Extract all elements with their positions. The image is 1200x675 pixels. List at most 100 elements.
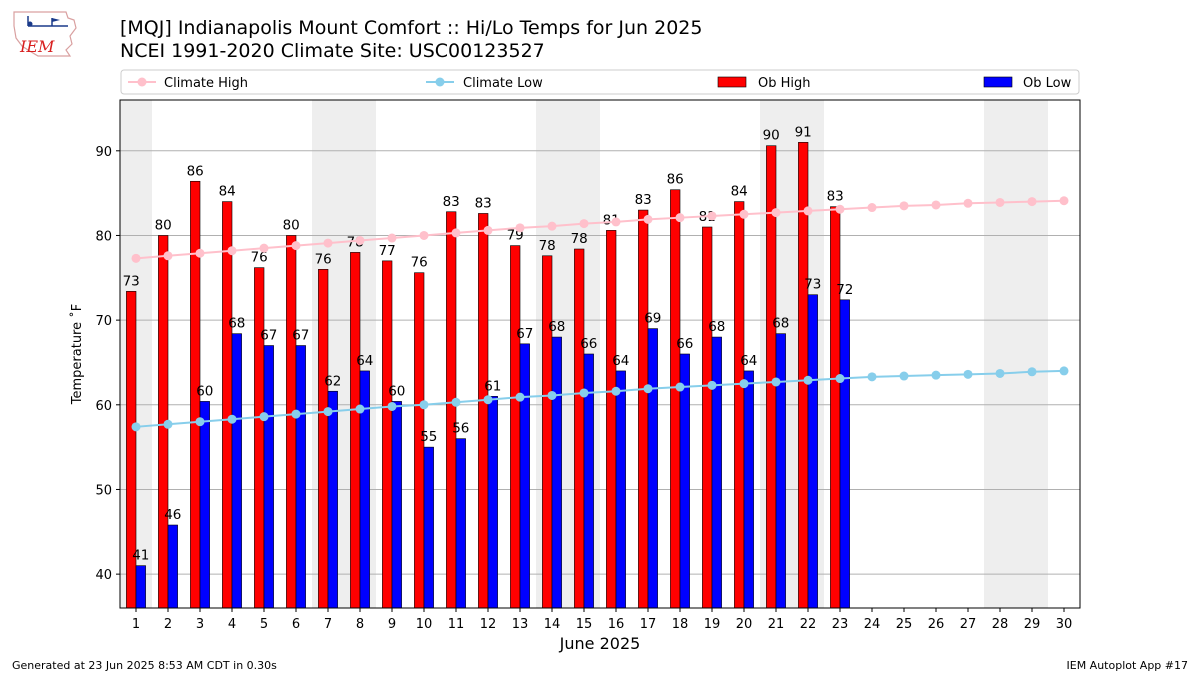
- ob-high-label: 84: [731, 184, 748, 200]
- ob-low-label: 62: [324, 373, 341, 389]
- ob-high-bar: [542, 255, 553, 609]
- ob-high-bar: [638, 209, 649, 609]
- ob-low-label: 66: [580, 336, 597, 352]
- climate-low-point: [483, 395, 493, 405]
- climate-high-point: [771, 208, 781, 218]
- ob-low-label: 72: [836, 282, 853, 298]
- ob-low-bar: [263, 345, 274, 609]
- x-tick-label: 23: [832, 617, 849, 632]
- legend-bar-swatch: [717, 76, 747, 88]
- legend-label: Ob Low: [1023, 76, 1072, 91]
- ob-low-bar: [487, 396, 498, 609]
- climate-high-point: [547, 221, 557, 231]
- climate-high-line: [135, 199, 1065, 260]
- ob-low-label: 60: [196, 383, 213, 399]
- ob-low-bar: [135, 565, 146, 609]
- climate-high-point: [835, 204, 845, 214]
- x-tick-label: 6: [292, 617, 300, 632]
- climate-low-point: [195, 417, 205, 427]
- climate-low-point: [547, 390, 557, 400]
- ob-high-label: 80: [155, 217, 172, 233]
- x-tick-label: 17: [640, 617, 657, 632]
- climate-low-point: [515, 392, 525, 402]
- y-axis-label: Temperature ˚F: [69, 304, 85, 405]
- ob-high-label: 78: [539, 238, 556, 254]
- ob-high-label: 83: [475, 195, 492, 211]
- ob-low-label: 69: [644, 311, 661, 327]
- ob-low-label: 56: [452, 421, 469, 437]
- climate-low-point: [803, 375, 813, 385]
- x-tick-label: 14: [544, 617, 561, 632]
- ob-low-bar: [167, 524, 178, 609]
- plot-frame: [119, 99, 1081, 609]
- x-tick-label: 26: [928, 617, 945, 632]
- ob-high-bar: [286, 235, 297, 609]
- ob-high-bar: [222, 201, 233, 609]
- ob-high-label: 90: [763, 128, 780, 144]
- x-tick-label: 30: [1056, 617, 1073, 632]
- climate-low-point: [259, 412, 269, 422]
- climate-high-point: [899, 201, 909, 211]
- ob-low-bar: [551, 336, 562, 609]
- climate-low-point: [739, 379, 749, 389]
- ob-low-bar: [615, 370, 626, 609]
- climate-high-point: [515, 223, 525, 233]
- x-tick-label: 15: [576, 617, 593, 632]
- weekend-band: [984, 100, 1016, 608]
- ob-low-label: 60: [388, 383, 405, 399]
- x-tick-label: 29: [1024, 617, 1041, 632]
- x-axis-label: June 2025: [559, 634, 641, 653]
- ob-low-label: 55: [420, 429, 437, 445]
- ob-high-bar: [574, 248, 585, 609]
- weekend-band: [1016, 100, 1048, 608]
- climate-low-point: [899, 371, 909, 381]
- ob-low-label: 73: [804, 277, 821, 293]
- climate-high-point: [643, 214, 653, 224]
- climate-low-point: [323, 407, 333, 417]
- ob-high-label: 76: [315, 251, 332, 267]
- climate-low-point: [867, 372, 877, 382]
- ob-low-label: 68: [228, 316, 245, 332]
- climate-low-point: [771, 377, 781, 387]
- climate-high-point: [707, 211, 717, 221]
- y-tick-label: 90: [95, 145, 112, 160]
- x-tick-label: 24: [864, 617, 881, 632]
- climate-low-point: [163, 419, 173, 429]
- climate-high-point: [739, 209, 749, 219]
- x-tick-label: 20: [736, 617, 753, 632]
- chart-title: [MQJ] Indianapolis Mount Comfort :: Hi/L…: [120, 17, 703, 39]
- ob-low-label: 67: [260, 328, 277, 344]
- climate-high-point: [963, 198, 973, 208]
- ob-low-bar: [455, 438, 466, 609]
- ob-low-bar: [199, 401, 210, 609]
- climate-low-point: [387, 401, 397, 411]
- x-tick-label: 22: [800, 617, 817, 632]
- climate-high-point: [419, 230, 429, 240]
- ob-high-bar: [670, 189, 681, 609]
- ob-high-label: 78: [571, 231, 588, 247]
- climate-low-point: [995, 368, 1005, 378]
- climate-low-point: [931, 370, 941, 380]
- climate-high-point: [323, 238, 333, 248]
- ob-high-bar: [254, 267, 265, 609]
- climate-high-point: [195, 248, 205, 258]
- x-tick-label: 5: [260, 617, 268, 632]
- ob-low-label: 67: [516, 326, 533, 342]
- ob-low-label: 67: [292, 328, 309, 344]
- climate-low-point: [835, 374, 845, 384]
- climate-low-point: [131, 422, 141, 432]
- climate-high-point: [259, 243, 269, 253]
- ob-high-label: 84: [219, 184, 236, 200]
- climate-high-point: [931, 200, 941, 210]
- climate-high-point: [1027, 197, 1037, 207]
- climate-low-point: [227, 414, 237, 424]
- x-tick-label: 19: [704, 617, 721, 632]
- ob-low-label: 61: [484, 378, 501, 394]
- ob-low-bar: [775, 333, 786, 609]
- ob-low-label: 46: [164, 507, 181, 523]
- ob-low-label: 66: [676, 336, 693, 352]
- ob-high-label: 77: [379, 243, 396, 259]
- ob-high-label: 91: [795, 124, 812, 140]
- ob-low-bar: [295, 345, 306, 609]
